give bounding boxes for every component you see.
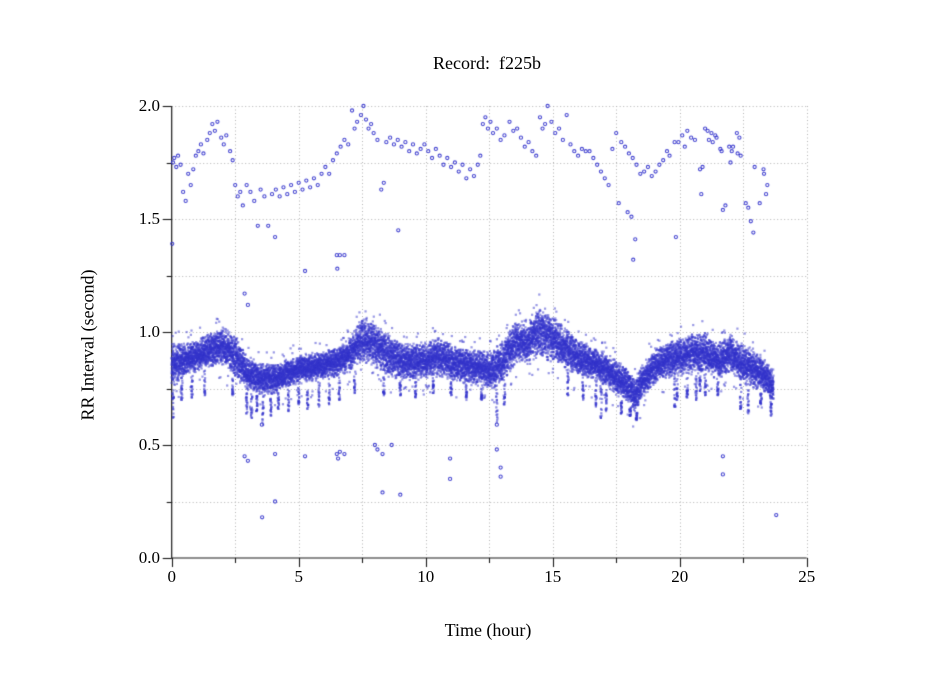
y-tick-label: 0.5 — [138, 435, 160, 454]
y-tick-label: 2.0 — [138, 96, 160, 115]
x-tick-label: 0 — [167, 567, 176, 586]
x-tick-label: 10 — [417, 567, 435, 586]
y-tick-label: 0.0 — [138, 548, 160, 567]
y-axis-label: RR Interval (second) — [77, 269, 98, 421]
x-tick-label: 15 — [544, 567, 562, 586]
x-tick-label: 25 — [798, 567, 816, 586]
y-tick-label: 1.0 — [138, 322, 160, 341]
chart-title: Record: f225b — [433, 53, 541, 73]
x-tick-label: 5 — [294, 567, 303, 586]
y-tick-label: 1.5 — [138, 209, 160, 228]
x-axis-label: Time (hour) — [444, 620, 532, 640]
x-tick-label: 20 — [671, 567, 689, 586]
